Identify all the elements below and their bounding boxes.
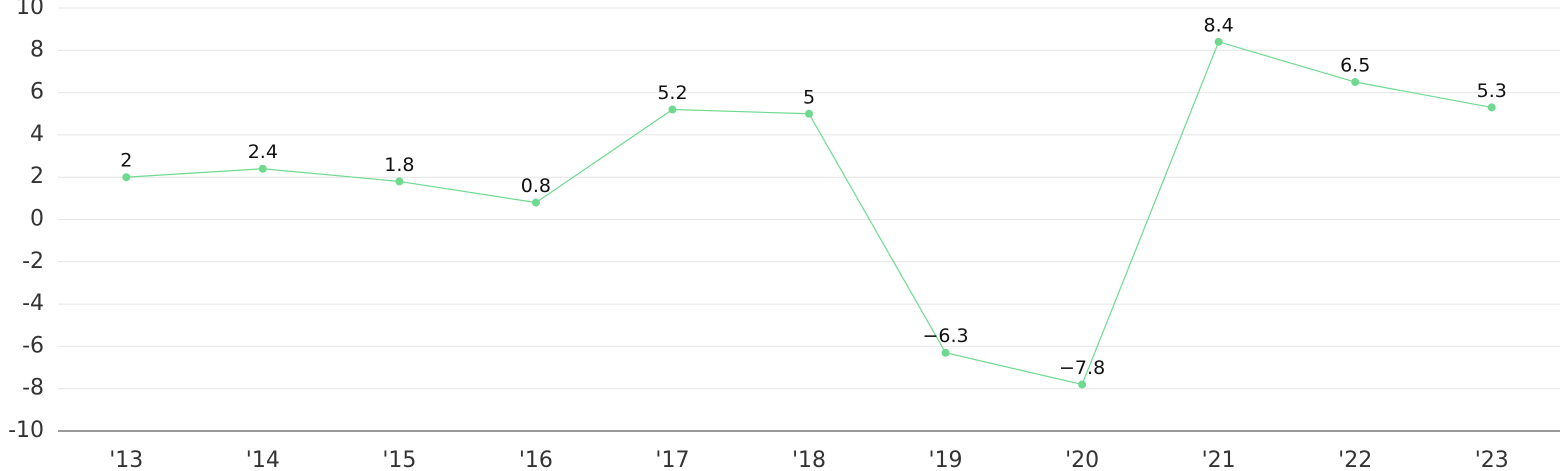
x-tick-label: '15 xyxy=(382,448,416,471)
data-label: 2.4 xyxy=(248,141,278,163)
point xyxy=(1078,380,1087,389)
data-label: 1.8 xyxy=(384,154,414,176)
y-tick-label: 10 xyxy=(16,0,44,20)
x-tick-label: '16 xyxy=(519,448,553,471)
y-tick-label: -10 xyxy=(8,418,44,443)
y-tick-label: -2 xyxy=(22,249,44,274)
point xyxy=(941,348,950,357)
data-label: 5.2 xyxy=(657,82,687,104)
point xyxy=(258,164,267,173)
x-tick-label: '19 xyxy=(929,448,963,471)
data-label: −7.8 xyxy=(1059,357,1105,379)
x-tick-label: '17 xyxy=(655,448,689,471)
point xyxy=(122,173,131,182)
y-tick-label: 8 xyxy=(30,37,44,62)
x-tick-label: '23 xyxy=(1475,448,1509,471)
y-tick-label: -8 xyxy=(22,376,44,401)
x-tick-label: '22 xyxy=(1338,448,1372,471)
x-tick-label: '18 xyxy=(792,448,826,471)
x-tick-label: '13 xyxy=(109,448,143,471)
y-tick-label: 2 xyxy=(30,164,44,189)
data-label: 2 xyxy=(120,150,132,172)
y-tick-label: -6 xyxy=(22,333,44,358)
data-label: −6.3 xyxy=(922,325,968,347)
point xyxy=(395,177,404,186)
data-label: 5.3 xyxy=(1477,80,1507,102)
point xyxy=(1351,78,1360,87)
y-tick-label: -4 xyxy=(22,291,44,316)
data-label: 8.4 xyxy=(1204,14,1234,36)
x-tick-label: '20 xyxy=(1065,448,1099,471)
y-tick-label: 6 xyxy=(30,80,44,105)
x-tick-label: '14 xyxy=(246,448,280,471)
data-label: 5 xyxy=(803,86,815,108)
data-label: 6.5 xyxy=(1340,55,1370,77)
point xyxy=(1214,37,1223,46)
point xyxy=(668,105,677,114)
data-label: 0.8 xyxy=(521,175,551,197)
point xyxy=(1487,103,1496,112)
y-tick-label: 0 xyxy=(30,207,44,232)
y-tick-label: 4 xyxy=(30,122,44,147)
point xyxy=(805,109,813,118)
x-tick-label: '21 xyxy=(1202,448,1236,471)
point xyxy=(531,198,540,207)
